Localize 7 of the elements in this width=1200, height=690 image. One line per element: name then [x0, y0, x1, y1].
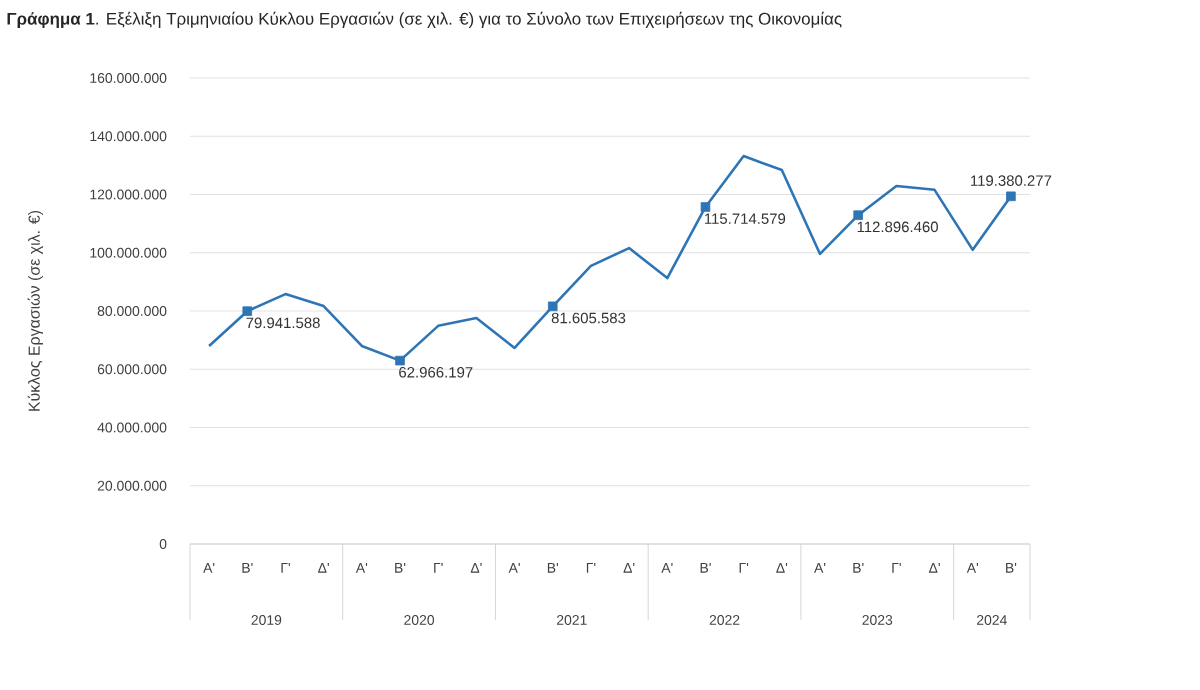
point: [1006, 191, 1016, 202]
point: [395, 355, 405, 366]
point: [242, 306, 253, 316]
point: [700, 202, 711, 212]
point: [547, 301, 558, 312]
chart-title: Γράφημα 1. Εξέλιξη Τριμηνιαίου Κύκλου Εργασιών (σε χιλ. €) για το Σύνολο των Επιχειρήσεων της Οικονομίας: [7, 11, 842, 29]
point: [853, 210, 863, 220]
